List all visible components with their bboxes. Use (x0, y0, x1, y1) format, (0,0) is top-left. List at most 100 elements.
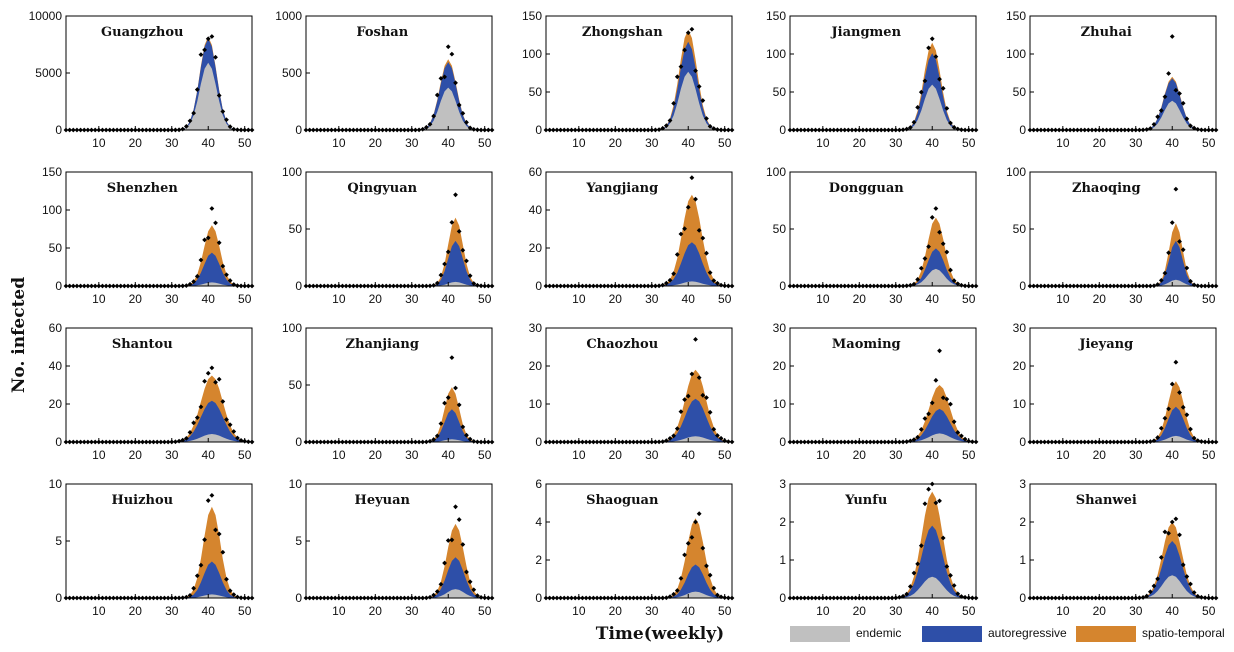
observed-point (187, 281, 193, 287)
y-tick-label: 500 (282, 66, 302, 80)
area-spatio-temporal-shaoguan (546, 518, 732, 598)
x-tick-label: 50 (478, 136, 492, 150)
observed-point (1199, 594, 1204, 600)
observed-point (674, 74, 680, 80)
x-tick-label: 10 (572, 292, 586, 306)
panel-jiangmen: 0 50 100 150 10 20 30 40 50 Jiangmen (766, 9, 979, 150)
x-tick-label: 50 (238, 448, 252, 462)
y-tick-label: 40 (49, 359, 63, 373)
y-tick-label: 30 (529, 321, 543, 335)
observed-point (453, 385, 458, 391)
x-tick-label: 10 (572, 604, 586, 618)
area-autoregressive-foshan (306, 62, 492, 130)
y-axis-label-text: No. infected (9, 276, 29, 394)
x-tick-label: 10 (92, 292, 106, 306)
x-tick-label: 50 (718, 136, 732, 150)
observed-point (689, 26, 695, 32)
observed-point (948, 573, 953, 578)
x-tick-label: 10 (572, 136, 586, 150)
observed-point (205, 498, 211, 503)
observed-point (1166, 250, 1171, 256)
x-tick-label: 40 (926, 292, 940, 306)
x-tick-label: 10 (1056, 604, 1070, 618)
observed-point (456, 102, 462, 108)
y-tick-label: 20 (49, 397, 63, 411)
x-tick-label: 20 (853, 292, 867, 306)
observed-point (704, 116, 709, 121)
y-tick-label: 30 (1013, 321, 1027, 335)
panel-heyuan: 0 5 10 10 20 30 40 50 Heyuan (289, 477, 495, 618)
x-tick-label: 40 (442, 292, 456, 306)
observed-point (707, 123, 713, 129)
y-tick-label: 50 (773, 85, 787, 99)
y-axis-label: No. infected (4, 250, 34, 420)
observed-point (685, 393, 691, 399)
observed-point (671, 271, 677, 277)
x-tick-label: 20 (129, 604, 143, 618)
x-tick-label: 40 (682, 604, 696, 618)
observed-point (191, 110, 197, 116)
area-autoregressive-qingyuan (306, 240, 492, 286)
observed-point (445, 538, 451, 543)
y-tick-label: 0 (535, 123, 542, 137)
axes-frame-shaoguan (545, 483, 733, 599)
observed-point (216, 240, 222, 246)
observed-point (460, 247, 466, 253)
observed-point (933, 500, 939, 506)
observed-point (715, 433, 720, 438)
legend-swatch-autoregressive (922, 626, 982, 642)
observed-point (220, 399, 226, 404)
observed-point (1155, 435, 1161, 440)
y-tick-label: 6 (535, 477, 542, 491)
area-endemic-chaozhou (546, 436, 732, 442)
observed-point (704, 250, 709, 256)
axes-frame-yangjiang (545, 171, 733, 287)
x-tick-label: 10 (332, 448, 346, 462)
observed-point (933, 377, 939, 383)
observed-point (1191, 590, 1197, 595)
area-endemic-guangzhou (66, 62, 252, 131)
y-tick-label: 0 (295, 279, 302, 293)
observed-point (194, 573, 200, 579)
observed-point (180, 437, 186, 443)
y-tick-label: 0 (1019, 279, 1026, 293)
observed-point (471, 438, 477, 444)
observed-point (464, 569, 469, 575)
observed-point (1173, 359, 1179, 365)
observed-point (456, 402, 462, 408)
observed-point (911, 570, 917, 576)
observed-point (955, 430, 961, 435)
observed-point (696, 84, 702, 89)
observed-point (202, 378, 207, 384)
y-tick-label: 0 (1019, 123, 1026, 137)
observed-point (900, 593, 906, 599)
panel-title-heyuan: Heyuan (355, 493, 411, 508)
observed-point (678, 409, 684, 415)
observed-point (434, 280, 440, 286)
observed-point (224, 576, 229, 582)
panel-title-dongguan: Dongguan (829, 181, 904, 196)
observed-point (431, 113, 437, 119)
panel-title-maoming: Maoming (832, 337, 901, 352)
observed-point (940, 535, 946, 541)
x-tick-label: 10 (816, 136, 830, 150)
observed-point (220, 263, 226, 269)
observed-point (671, 100, 677, 106)
panel-title-zhongshan: Zhongshan (582, 25, 663, 40)
x-tick-label: 50 (238, 292, 252, 306)
area-autoregressive-huizhou (66, 561, 252, 598)
y-tick-label: 60 (529, 165, 543, 179)
y-tick-label: 0 (779, 123, 786, 137)
observed-point (1155, 576, 1161, 582)
y-tick-label: 100 (766, 47, 786, 61)
y-tick-label: 20 (529, 359, 543, 373)
observed-point (907, 125, 913, 130)
observed-point (933, 206, 939, 211)
x-tick-label: 30 (165, 136, 179, 150)
observed-point (1166, 530, 1171, 536)
observed-point (951, 124, 957, 130)
panel-title-qingyuan: Qingyuan (347, 181, 417, 196)
observed-point (187, 118, 193, 124)
observed-point (198, 52, 204, 58)
